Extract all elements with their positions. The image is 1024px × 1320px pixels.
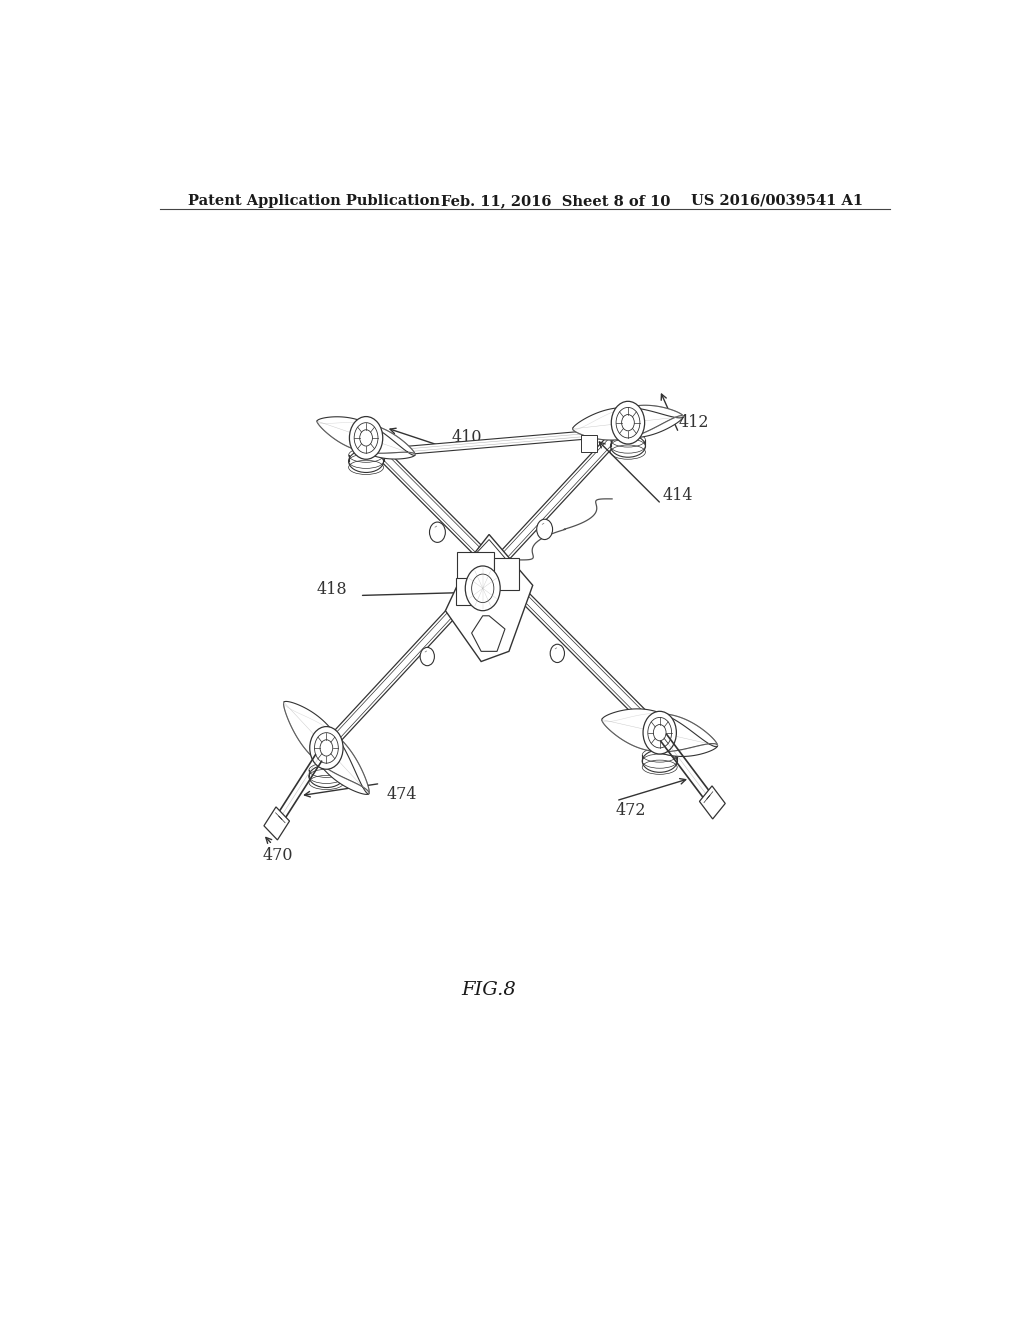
Ellipse shape (642, 750, 677, 772)
Polygon shape (445, 535, 532, 661)
Ellipse shape (610, 434, 645, 457)
Text: 470: 470 (263, 847, 294, 865)
FancyBboxPatch shape (582, 434, 597, 453)
Circle shape (465, 566, 500, 611)
Circle shape (472, 574, 494, 602)
Polygon shape (699, 785, 725, 818)
Text: 472: 472 (615, 803, 646, 820)
Circle shape (550, 644, 564, 663)
FancyBboxPatch shape (494, 558, 519, 590)
Polygon shape (572, 405, 683, 438)
Text: 418: 418 (316, 581, 347, 598)
Text: 410: 410 (452, 429, 482, 446)
Text: Patent Application Publication: Patent Application Publication (187, 194, 439, 209)
Ellipse shape (348, 450, 384, 473)
Polygon shape (602, 714, 718, 756)
Circle shape (420, 647, 434, 665)
Text: 414: 414 (663, 487, 693, 504)
Circle shape (349, 417, 383, 459)
Polygon shape (572, 408, 683, 440)
Circle shape (611, 401, 645, 444)
Text: FIG.8: FIG.8 (462, 981, 516, 999)
Polygon shape (374, 429, 612, 457)
Circle shape (429, 523, 445, 543)
Polygon shape (602, 709, 718, 752)
Text: Feb. 11, 2016  Sheet 8 of 10: Feb. 11, 2016 Sheet 8 of 10 (441, 194, 671, 209)
Polygon shape (324, 417, 631, 752)
Text: 474: 474 (387, 787, 417, 803)
Polygon shape (362, 433, 663, 738)
Polygon shape (284, 701, 369, 793)
Ellipse shape (309, 766, 344, 788)
Polygon shape (472, 616, 505, 651)
Polygon shape (284, 702, 370, 795)
Circle shape (643, 711, 677, 754)
Circle shape (537, 519, 553, 540)
Polygon shape (470, 540, 507, 581)
Text: 412: 412 (679, 414, 710, 432)
Text: US 2016/0039541 A1: US 2016/0039541 A1 (691, 194, 863, 209)
Circle shape (309, 726, 343, 770)
FancyBboxPatch shape (458, 552, 494, 594)
Polygon shape (317, 417, 415, 455)
FancyBboxPatch shape (456, 578, 475, 605)
Polygon shape (264, 807, 290, 840)
Polygon shape (317, 421, 415, 459)
